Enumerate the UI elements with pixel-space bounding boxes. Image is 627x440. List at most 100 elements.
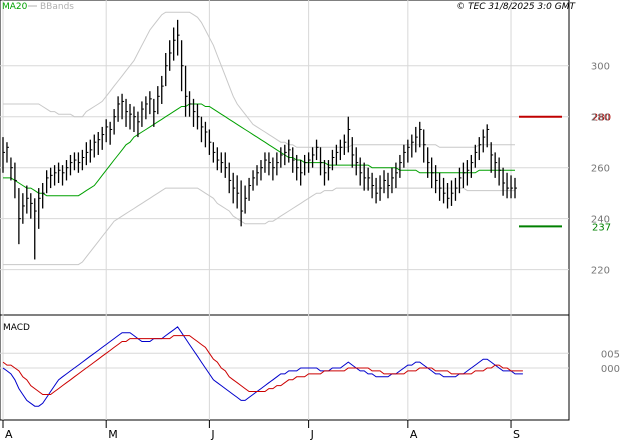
price-bar xyxy=(260,160,263,181)
price-bar xyxy=(228,162,232,194)
price-bar xyxy=(46,170,49,194)
price-bar xyxy=(236,175,240,209)
price-bar xyxy=(438,172,442,201)
legend-ma20: MA20 xyxy=(2,2,28,12)
price-bar xyxy=(367,167,371,191)
price-bar xyxy=(216,147,220,171)
price-bar xyxy=(331,149,335,171)
bb-lower-line xyxy=(3,187,515,266)
bollinger-bands xyxy=(3,11,515,266)
price-bar xyxy=(411,134,414,158)
price-bars xyxy=(2,19,517,260)
price-bar xyxy=(192,98,196,127)
x-tick-label: M xyxy=(108,428,118,440)
price-bar xyxy=(232,172,236,204)
price-bar xyxy=(240,180,244,227)
price-bar xyxy=(355,147,359,176)
price-bar xyxy=(474,144,478,168)
signal-line xyxy=(2,335,523,395)
price-bar xyxy=(165,52,168,87)
price-bar xyxy=(490,142,494,173)
price-tick-label: 260 xyxy=(591,164,610,175)
price-bar xyxy=(129,103,133,130)
price-bar xyxy=(26,185,29,214)
price-bar xyxy=(2,137,5,173)
price-bar xyxy=(327,160,331,181)
price-bar xyxy=(391,167,394,194)
price-bar xyxy=(347,116,351,153)
grid xyxy=(0,0,569,420)
price-bar xyxy=(133,106,136,133)
price-bar xyxy=(335,144,339,166)
level-label-280: 280 xyxy=(592,113,611,124)
price-bar xyxy=(407,139,410,163)
price-bar xyxy=(351,137,355,168)
price-bar xyxy=(101,126,105,150)
price-bar xyxy=(276,152,279,176)
price-bar xyxy=(383,170,387,194)
y-axis-ticks: 220 240 260 280 300 000 005 xyxy=(591,62,620,375)
price-bar xyxy=(173,27,176,61)
price-bar xyxy=(280,147,283,168)
price-bar xyxy=(395,162,398,189)
price-tick-label: 300 xyxy=(591,62,610,73)
x-tick-label: J xyxy=(310,428,314,440)
price-bar xyxy=(343,134,347,155)
price-bar xyxy=(81,149,85,171)
price-bar xyxy=(315,139,319,161)
price-bar xyxy=(470,154,474,178)
price-bar xyxy=(288,139,291,163)
price-bar xyxy=(311,147,315,168)
price-bar xyxy=(188,91,192,117)
price-bar xyxy=(415,126,418,153)
price-bar xyxy=(97,132,101,155)
price-bar xyxy=(157,86,160,115)
price-bar xyxy=(284,144,287,166)
price-bar xyxy=(300,160,303,186)
price-bar xyxy=(506,172,510,199)
price-bar xyxy=(200,116,204,143)
price-bar xyxy=(244,185,248,214)
legend-bbands: BBands xyxy=(40,2,74,12)
price-bar xyxy=(224,152,228,178)
price-bar xyxy=(264,152,267,173)
price-bar xyxy=(466,160,470,186)
price-bar xyxy=(359,157,363,186)
price-bar xyxy=(53,165,57,186)
price-bar xyxy=(303,154,307,176)
price-bar xyxy=(137,111,140,138)
price-bar xyxy=(141,101,144,127)
price-bar xyxy=(482,129,486,153)
price-bar xyxy=(180,40,184,92)
copyright-stamp: © TEC 31/8/2025 3:0 GMT xyxy=(456,2,576,12)
price-bar xyxy=(450,180,454,206)
price-bar xyxy=(486,124,490,148)
price-bar xyxy=(149,91,152,115)
price-bar xyxy=(502,167,506,196)
price-bar xyxy=(77,152,81,173)
price-bar xyxy=(510,175,514,199)
price-bar xyxy=(176,19,180,56)
price-bar xyxy=(204,121,208,148)
price-bar xyxy=(34,198,37,260)
price-bar xyxy=(65,160,69,181)
price-bar xyxy=(30,193,33,219)
price-bar xyxy=(184,65,188,117)
price-bar xyxy=(371,172,375,199)
ma20-line xyxy=(3,103,515,197)
price-bar xyxy=(61,165,65,186)
price-bar xyxy=(375,177,379,204)
price-bar xyxy=(93,134,97,158)
price-tick-label: 240 xyxy=(591,215,610,226)
price-bar xyxy=(446,182,450,209)
price-bar xyxy=(49,167,53,189)
macd-tick-label: 005 xyxy=(601,349,620,360)
price-bar xyxy=(307,152,311,173)
macd-title: MACD xyxy=(3,323,30,333)
ma20-path xyxy=(3,103,515,197)
macd-lines xyxy=(2,326,523,407)
price-bar xyxy=(153,98,156,127)
price-bar xyxy=(212,142,216,163)
